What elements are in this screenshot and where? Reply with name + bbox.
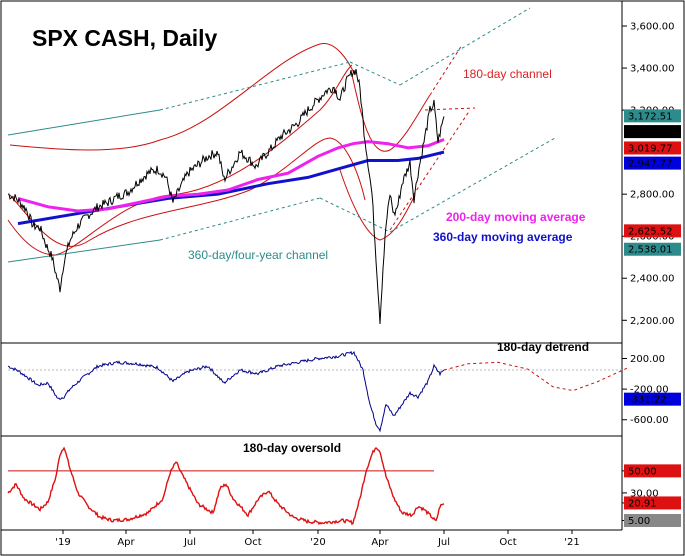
channel-180-projection-middle <box>424 107 476 111</box>
detrend-tick-label-1: -200.00 <box>630 385 669 396</box>
channel-180-lower-2020 <box>339 169 416 241</box>
x-tick-label-0: '19 <box>55 537 70 548</box>
price-value-box-0 <box>624 109 681 123</box>
x-tick-label-5: Apr <box>371 537 389 548</box>
oversold-label: 180-day oversold <box>243 441 341 455</box>
price-value-label-0: 3,172.51 <box>628 111 673 122</box>
x-tick-label-1: Apr <box>117 537 135 548</box>
detrend-y-axis-ticks: 200.00 -200.00 -600.00 <box>622 354 669 426</box>
price-value-label-1: 3,097.74 <box>628 127 673 138</box>
detrend-line <box>7 350 445 433</box>
channel-180-projection-lower <box>389 109 471 231</box>
price-tick-label-5: 2,400.00 <box>630 274 675 285</box>
channel-360-trough-dashed <box>319 197 391 233</box>
channel-360-upper-solid <box>7 109 161 136</box>
oversold-right-labels: 50.00 20.91 5.00 <box>624 464 681 527</box>
detrend-projection <box>443 361 629 392</box>
channel-180-upper-2020 <box>351 74 431 152</box>
oversold-line <box>7 446 445 526</box>
x-tick-label-3: Oct <box>244 537 261 548</box>
oversold-value-box-1 <box>624 496 681 510</box>
oversold-value-label-0: 50.00 <box>628 466 657 477</box>
channel-360-upper-dashed <box>159 61 351 111</box>
oversold-value-box-0 <box>624 464 681 478</box>
annotation-200-day-ma: 200-day moving average <box>446 210 586 224</box>
price-value-box-3 <box>624 156 681 170</box>
x-tick-label-7: Oct <box>499 537 516 548</box>
channel-360-lower-solid <box>7 239 161 263</box>
oversold-tick-label-1: 30.00 <box>630 488 659 499</box>
ma200-line <box>17 138 445 213</box>
price-value-label-4: 2,625.52 <box>628 226 673 237</box>
oversold-value-box-2 <box>624 513 681 527</box>
oversold-value-label-2: 5.00 <box>628 516 650 527</box>
price-tick-label-0: 3,600.00 <box>630 22 675 33</box>
price-value-label-5: 2,538.01 <box>628 245 673 256</box>
price-value-box-2 <box>624 141 681 155</box>
price-tick-label-1: 3,400.00 <box>630 64 675 75</box>
channel-360 <box>7 7 556 263</box>
channel-360-projection-upper <box>399 7 531 86</box>
channel-180-upper-2019 <box>9 43 356 151</box>
oversold-value-label-1: 20.91 <box>628 498 657 509</box>
x-tick-label-2: Jul <box>183 537 196 548</box>
detrend-right-labels: -331.22 <box>624 392 681 406</box>
detrend-tick-label-2: -600.00 <box>630 415 669 426</box>
x-tick-label-6: Jul <box>437 537 450 548</box>
detrend-value-label-0: -331.22 <box>628 395 667 406</box>
channel-360-projection-lower <box>389 137 556 233</box>
price-value-box-4 <box>624 224 681 238</box>
price-right-labels: 3,172.51 3,097.74 3,019.77 2,947.77 2,625.52… <box>624 109 681 256</box>
x-tick-label-4: '20 <box>310 537 325 548</box>
annotation-360-day-ma: 360-day moving average <box>433 230 573 244</box>
annotation-360-day-channel: 360-day/four-year channel <box>188 248 328 262</box>
price-value-label-2: 3,019.77 <box>628 143 673 154</box>
price-value-label-3: 2,947.77 <box>628 159 673 170</box>
price-value-box-1 <box>624 125 681 139</box>
price-line <box>7 68 445 325</box>
price-tick-label-3: 2,800.00 <box>630 190 675 201</box>
channel-180-lower-2019 <box>9 137 366 247</box>
price-value-box-5 <box>624 242 681 256</box>
x-tick-label-8: '21 <box>564 537 579 548</box>
annotation-180-day-channel: 180-day channel <box>463 67 552 81</box>
detrend-label: 180-day detrend <box>497 340 589 354</box>
chart-title: SPX CASH, Daily <box>32 25 218 51</box>
price-tick-label-6: 2,200.00 <box>630 316 675 327</box>
channel-180-projection-upper <box>429 44 463 96</box>
detrend-tick-label-0: 200.00 <box>630 354 665 365</box>
x-axis-ticks: '19 Apr Jul Oct '20 Apr Jul Oct '21 <box>55 530 580 548</box>
detrend-value-box-0 <box>624 392 681 406</box>
